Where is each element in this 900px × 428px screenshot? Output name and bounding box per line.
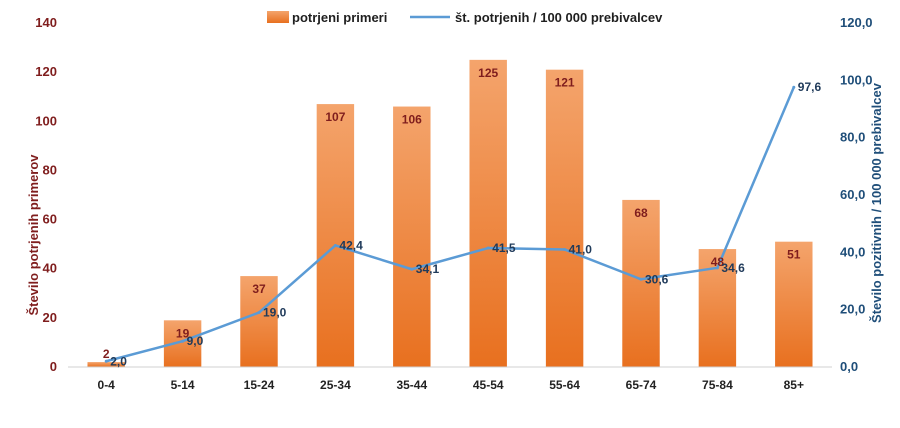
x-tick-label: 55-64 <box>549 378 580 392</box>
line-value-label: 42,4 <box>339 238 363 252</box>
y-tick-right-label: 60,0 <box>840 187 865 202</box>
y-axis-left: 0 20 40 60 80 100 120 140 <box>35 15 57 374</box>
y-tick-left-label: 0 <box>50 359 57 374</box>
bar-value-label: 2 <box>103 347 110 361</box>
y-tick-right-label: 0,0 <box>840 359 858 374</box>
line-value-label: 34,1 <box>416 262 440 276</box>
line-value-label: 97,6 <box>798 80 822 94</box>
line-value-label: 34,6 <box>721 261 745 275</box>
bar <box>87 362 125 367</box>
y-axis-title-right: Število pozitivnih / 100 000 prebivalcev <box>869 82 884 323</box>
bar <box>316 104 355 367</box>
x-axis: 0-4 5-14 15-24 25-34 35-44 45-54 55-64 65-74 75-… <box>98 378 804 392</box>
line-point <box>104 359 108 363</box>
bar <box>469 59 507 367</box>
bar <box>545 69 584 367</box>
line-value-label: 2,0 <box>110 354 127 368</box>
line-point <box>792 85 796 89</box>
line-value-label: 41,5 <box>492 241 516 255</box>
bar-value-label: 125 <box>478 66 498 80</box>
bar <box>240 276 278 367</box>
y-tick-right-label: 120,0 <box>840 15 873 30</box>
y-tick-left-label: 80 <box>43 162 57 177</box>
legend: potrjeni primeri št. potrjenih / 100 000… <box>267 10 663 25</box>
x-tick-label: 35-44 <box>396 378 427 392</box>
line-value-label: 30,6 <box>645 272 669 286</box>
line-value-label: 9,0 <box>187 334 204 348</box>
x-tick-label: 45-54 <box>473 378 504 392</box>
bar-value-label: 68 <box>634 206 648 220</box>
y-tick-left-label: 20 <box>43 310 57 325</box>
bar-value-label: 106 <box>402 113 422 127</box>
y-tick-right-label: 80,0 <box>840 130 865 145</box>
x-tick-label: 5-14 <box>171 378 195 392</box>
line-point <box>257 311 261 315</box>
line-point <box>715 266 719 270</box>
bar-series <box>87 59 813 368</box>
y-tick-left-label: 40 <box>43 261 57 276</box>
bar-value-label: 107 <box>325 110 345 124</box>
line-data-labels: 2,0 9,0 19,0 42,4 34,1 41,5 41,0 30,6 34,6 97,6 <box>110 80 821 368</box>
line-point <box>410 267 414 271</box>
y-tick-left-label: 120 <box>35 64 57 79</box>
legend-line-label: št. potrjenih / 100 000 prebivalcev <box>455 10 663 25</box>
series-line <box>105 86 795 363</box>
bar-value-label: 48 <box>711 255 725 269</box>
line-value-label: 41,0 <box>569 242 593 256</box>
x-tick-label: 65-74 <box>626 378 657 392</box>
x-tick-label: 0-4 <box>98 378 116 392</box>
line-series <box>104 85 796 363</box>
bar-value-label: 19 <box>176 326 190 340</box>
y-axis-title-left: Število potrjenih primerov <box>26 154 41 316</box>
bar-value-label: 121 <box>555 76 575 90</box>
bar-data-labels: 2 19 37 107 106 125 121 68 48 51 <box>103 66 801 361</box>
y-tick-right-label: 20,0 <box>840 302 865 317</box>
bar <box>622 199 660 367</box>
line-value-label: 19,0 <box>263 306 287 320</box>
y-tick-right-label: 100,0 <box>840 72 873 87</box>
line-point <box>333 243 337 247</box>
line-point <box>181 339 185 343</box>
legend-bar-swatch <box>267 11 289 23</box>
line-point <box>486 246 490 250</box>
y-tick-right-label: 40,0 <box>840 244 865 259</box>
bar-value-label: 51 <box>787 248 801 262</box>
x-tick-label: 85+ <box>784 378 804 392</box>
line-point <box>639 277 643 281</box>
y-tick-left-label: 140 <box>35 15 57 30</box>
y-tick-left-label: 100 <box>35 113 57 128</box>
bar-value-label: 37 <box>252 282 266 296</box>
bar <box>775 241 813 367</box>
x-tick-label: 25-34 <box>320 378 351 392</box>
bar <box>393 106 431 368</box>
x-tick-label: 15-24 <box>244 378 275 392</box>
y-tick-left-label: 60 <box>43 212 57 227</box>
legend-bar-label: potrjeni primeri <box>292 10 387 25</box>
line-point <box>563 247 567 251</box>
y-axis-right: 0,0 20,0 40,0 60,0 80,0 100,0 120,0 <box>840 15 873 374</box>
x-tick-label: 75-84 <box>702 378 733 392</box>
